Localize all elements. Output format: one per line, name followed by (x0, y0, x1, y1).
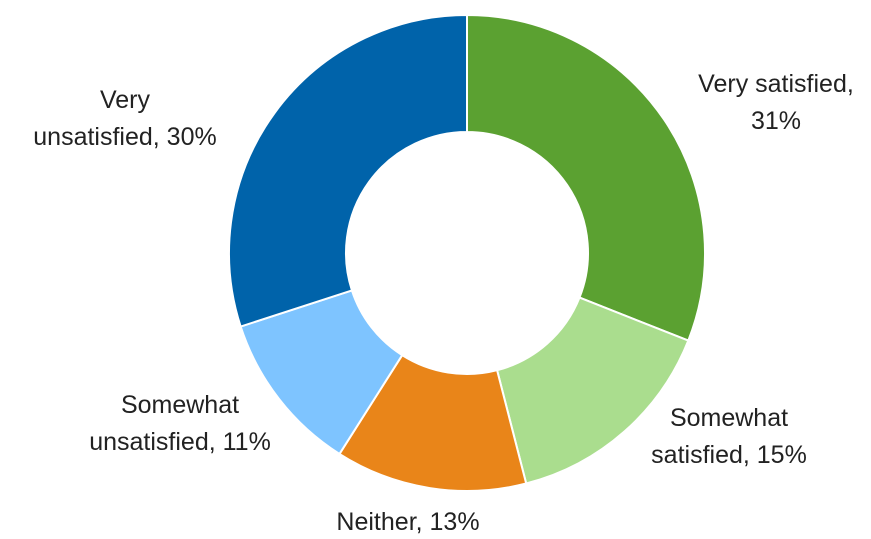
label-very-unsatisfied: Very unsatisfied, 30% (33, 86, 216, 151)
slice-very-satisfied (466, 13, 706, 342)
label-neither: Neither, 13% (336, 508, 479, 536)
slice-somewhat-satisfied (495, 296, 690, 485)
label-very-satisfied: Very satisfied, 31% (698, 70, 854, 135)
label-somewhat-satisfied: Somewhat satisfied, 15% (651, 404, 807, 469)
data-labels: Very satisfied, 31% Somewhat satisfied, 15%… (33, 70, 854, 536)
donut-slices (228, 13, 706, 492)
slice-very-unsatisfied (228, 13, 468, 328)
label-somewhat-unsatisfied: Somewhat unsatisfied, 11% (89, 391, 271, 456)
slice-neither (338, 353, 528, 492)
